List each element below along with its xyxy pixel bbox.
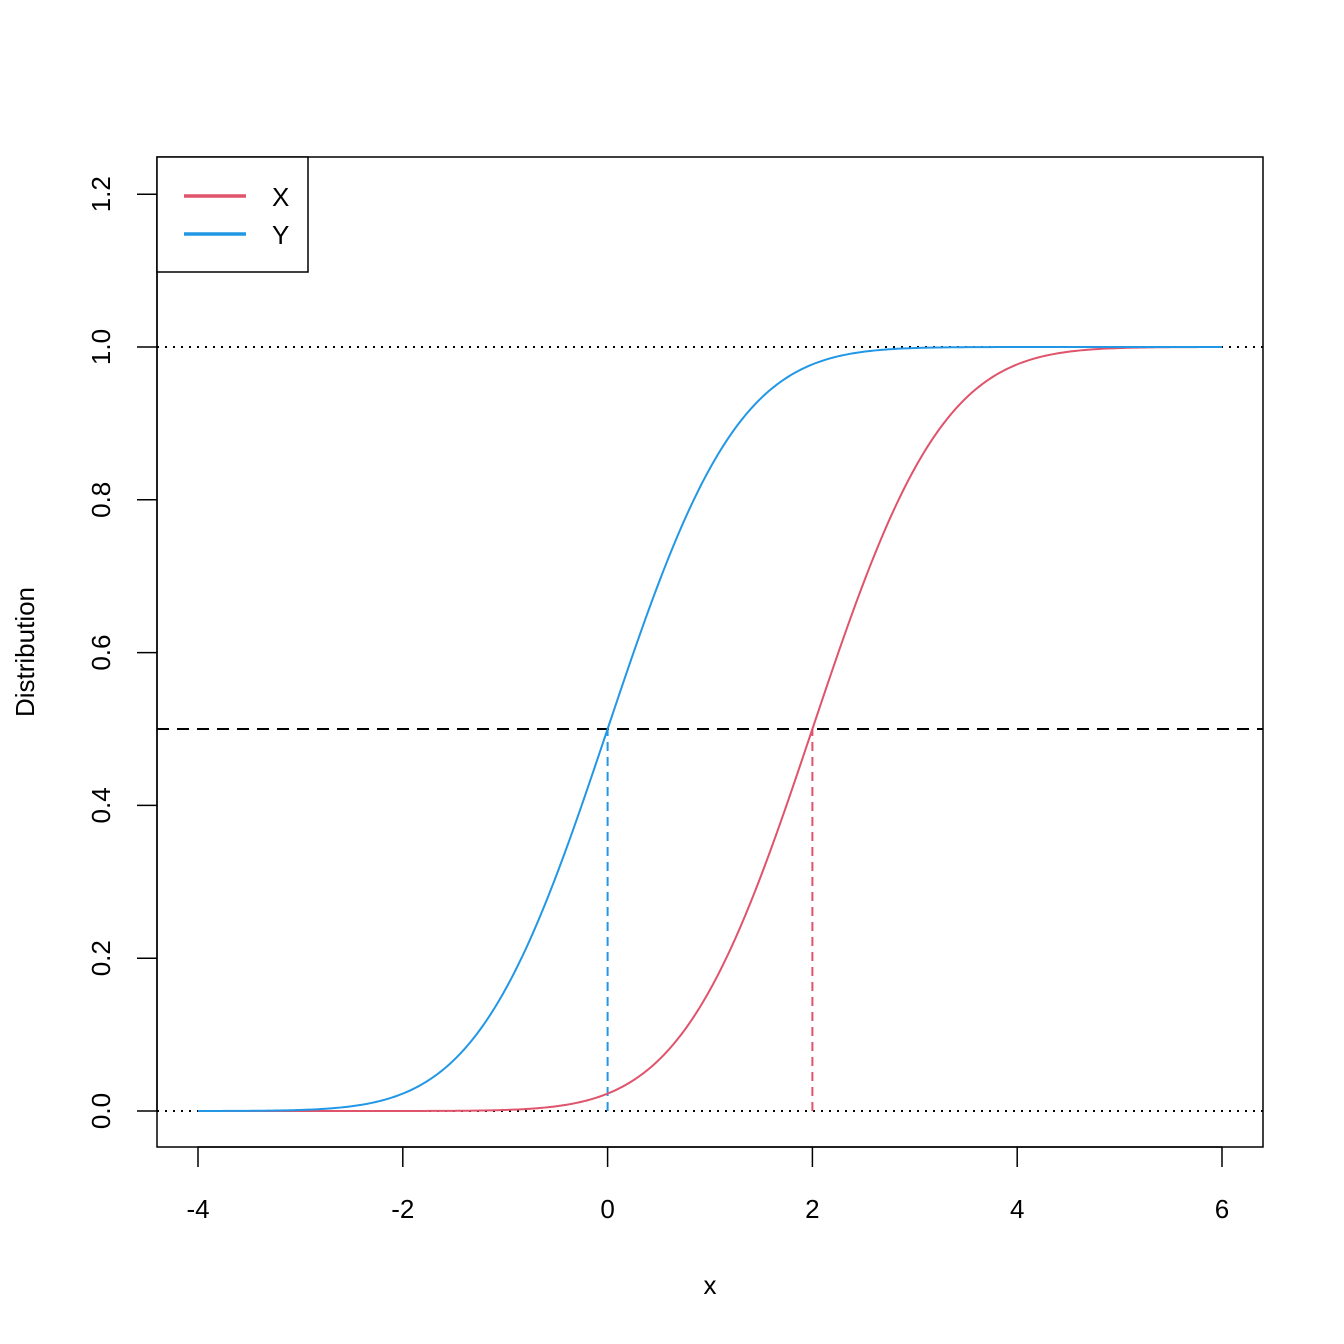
series-line-y: [197, 346, 1222, 1112]
x-tick-label: 6: [1215, 1194, 1229, 1224]
x-axis-label: x: [704, 1270, 717, 1300]
y-tick-label: 1.2: [86, 176, 116, 212]
legend-box: [156, 156, 309, 273]
y-tick-label: 0.8: [86, 482, 116, 518]
plot-frame: [156, 156, 1264, 1148]
y-axis-label: Distribution: [10, 587, 40, 717]
y-tick-label: 1.0: [86, 329, 116, 365]
y-tick-label: 0.0: [86, 1093, 116, 1129]
y-tick-label: 0.2: [86, 940, 116, 976]
y-tick-label: 0.4: [86, 787, 116, 823]
x-tick-label: 4: [1010, 1194, 1024, 1224]
legend-label-x: X: [272, 182, 289, 212]
x-tick-label: -4: [186, 1194, 209, 1224]
x-tick-label: -2: [391, 1194, 414, 1224]
x-tick-label: 0: [600, 1194, 614, 1224]
x-tick-label: 2: [805, 1194, 819, 1224]
legend: X Y: [156, 156, 309, 273]
y-tick-label: 0.6: [86, 635, 116, 671]
series-line-x: [198, 346, 1223, 1112]
legend-label-y: Y: [272, 220, 289, 250]
